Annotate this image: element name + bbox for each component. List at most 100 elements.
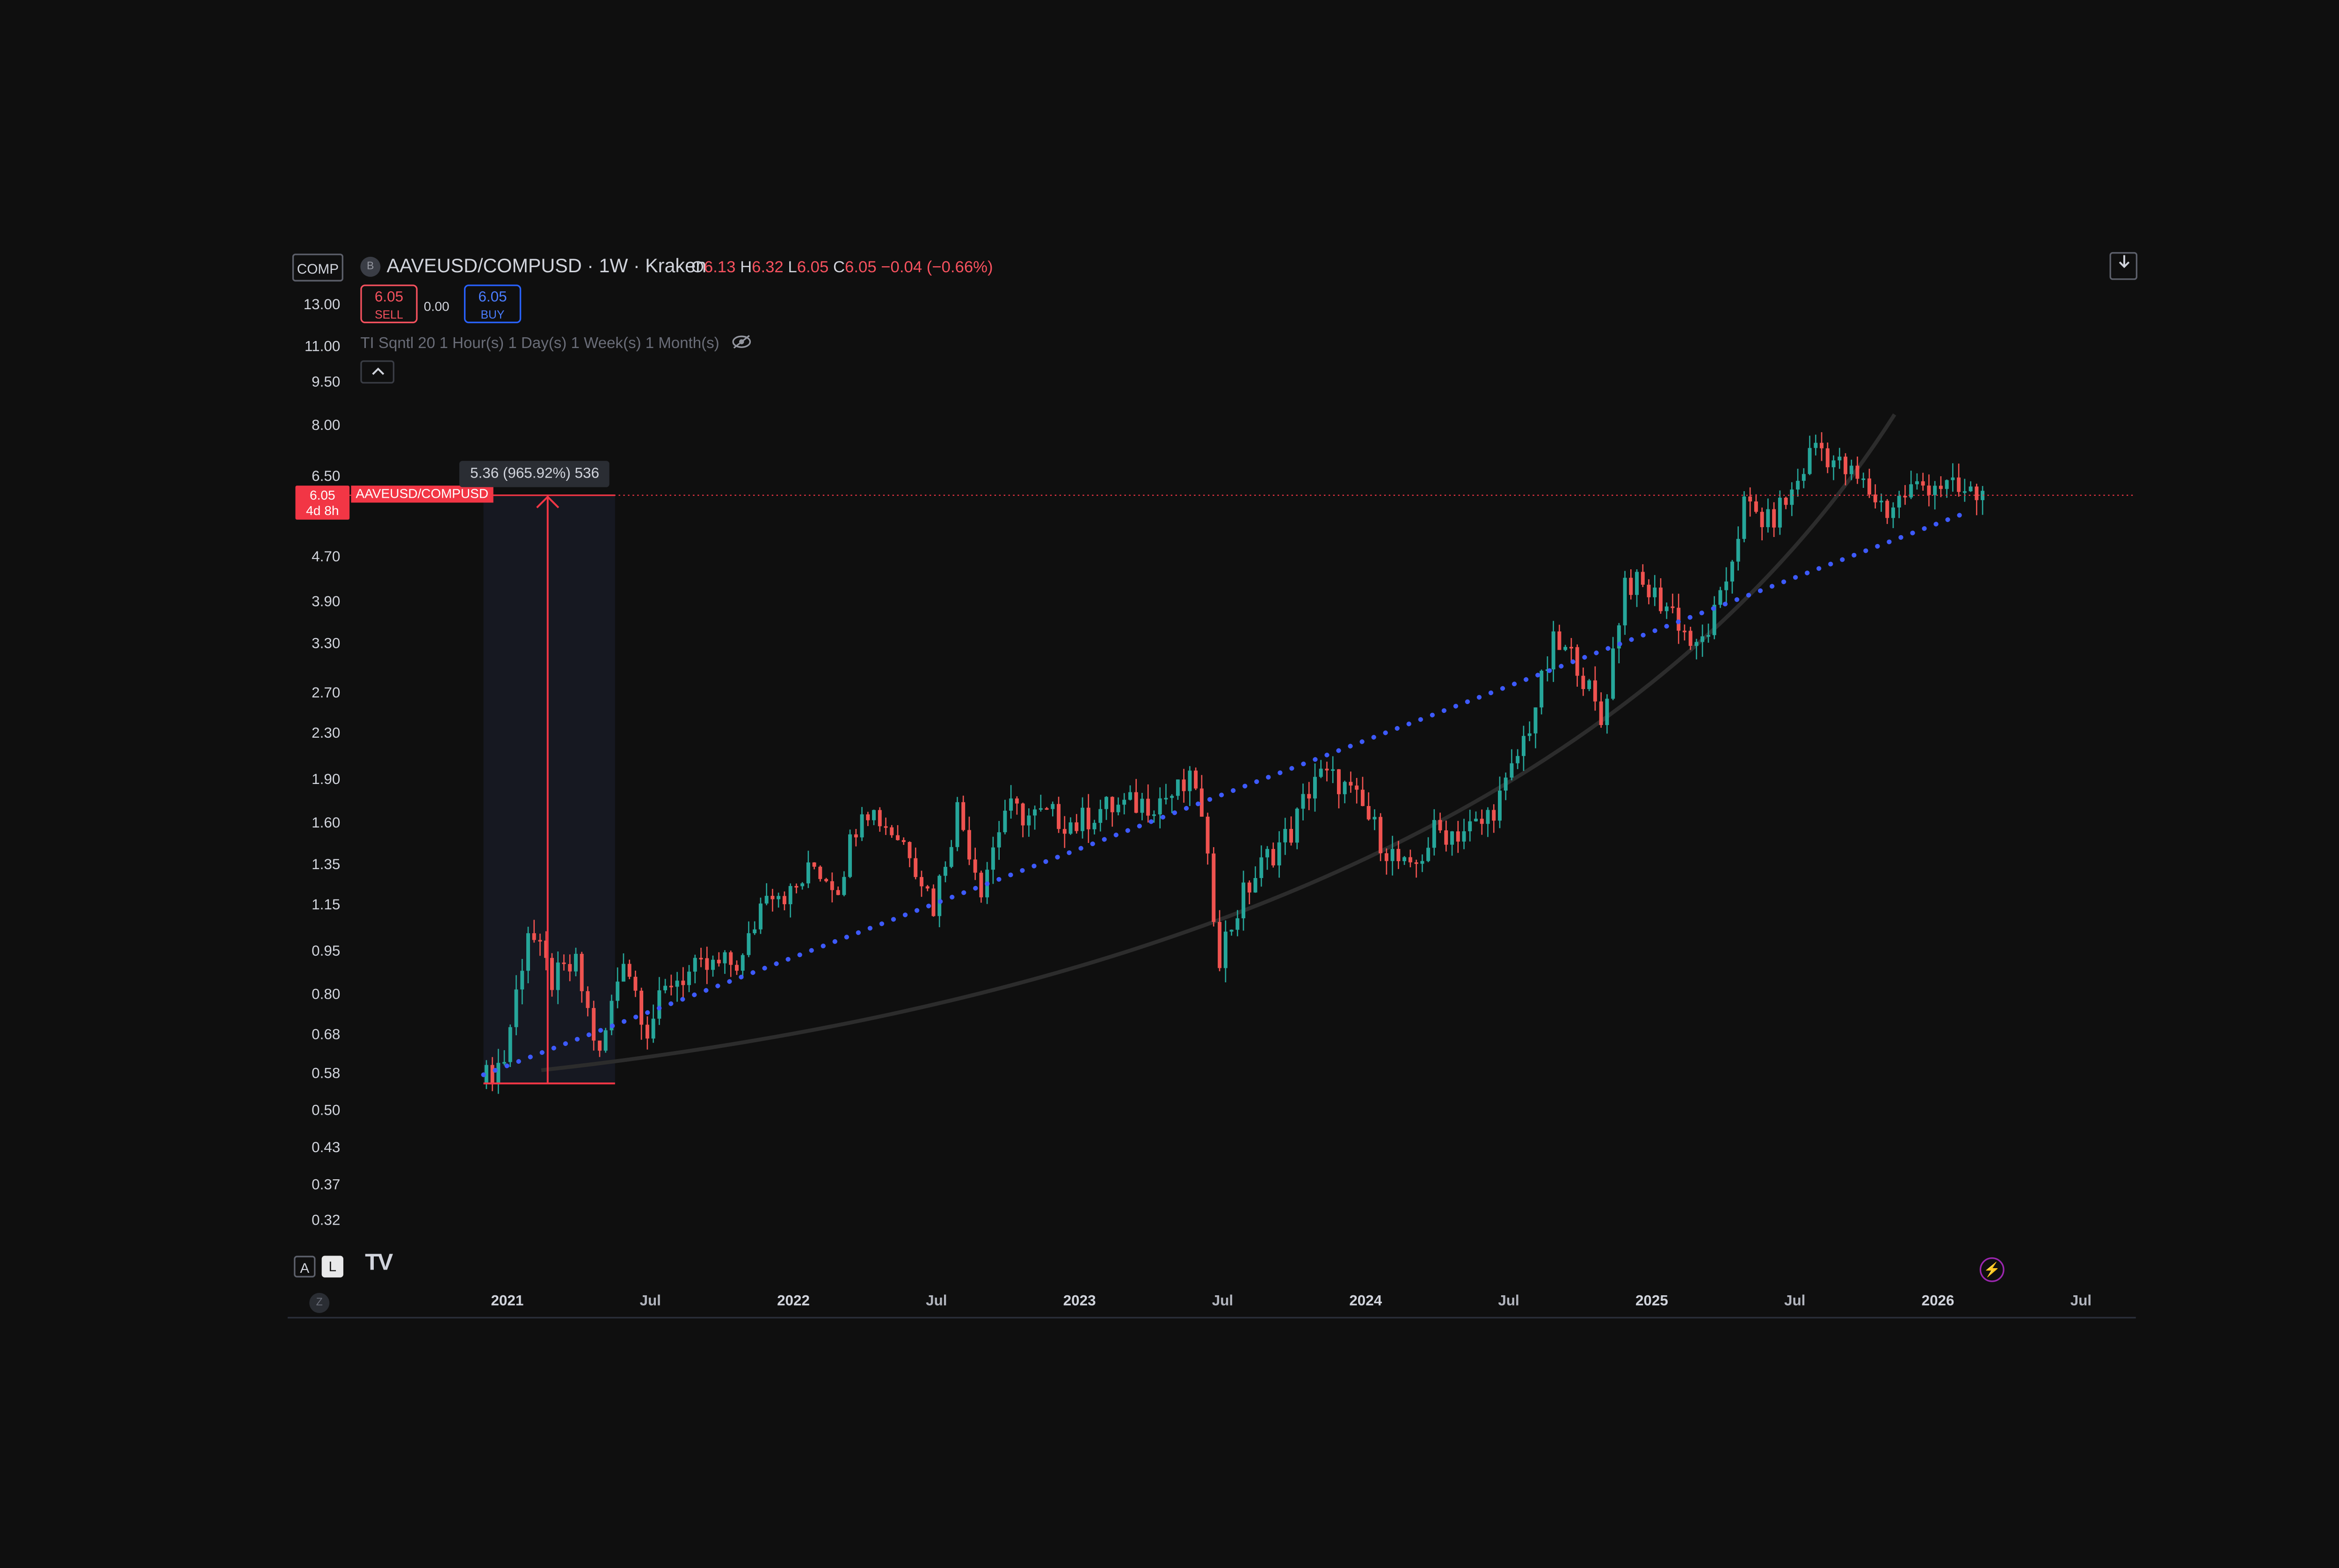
candle-body [1242,882,1246,919]
candle-body [764,896,769,904]
candle-body [1420,861,1424,864]
candle-body [1927,485,1931,495]
candle-body [1086,807,1090,829]
price-tick-label: 0.95 [312,944,341,961]
candle-body [1307,794,1311,799]
candle-body [1671,606,1675,608]
lightning-icon[interactable]: ⚡ [1979,1257,2005,1282]
candle-body [1140,799,1144,813]
candle-body [848,834,852,877]
candle-body [1760,512,1764,527]
timezone-button[interactable]: Z [309,1292,330,1313]
candle-body [705,958,709,970]
candle-body [758,903,763,929]
candle-body [1766,509,1770,527]
candle-body [1790,489,1794,505]
auto-scale-button[interactable]: A [294,1256,316,1278]
candle-body [1349,782,1353,786]
candle-body [1921,481,1925,486]
symbol-title[interactable]: AAVEUSD/COMPUSD · 1W · Kraken [386,255,707,277]
candle-body [550,958,554,990]
candle-body [1062,829,1067,834]
candle-body [955,802,959,847]
candle-body [1432,820,1436,848]
candle-body [1801,474,1806,481]
time-tick-label: 2023 [1063,1292,1096,1310]
candle-body [1355,785,1359,790]
candle-body [1247,882,1251,893]
candle-body [777,896,781,900]
price-tick-label: 0.43 [312,1139,341,1157]
candle-body [544,940,548,958]
candle-body [967,830,971,860]
candle-body [770,896,775,900]
candle-body [1700,636,1705,642]
candle-body [824,879,828,881]
close-label: C [833,258,845,277]
candle-body [1879,501,1883,502]
collapse-legend-button[interactable] [360,360,395,384]
candle-body [562,962,566,964]
sell-button[interactable]: 6.05 SELL [360,284,418,323]
candle-body [669,986,673,987]
candle-body [1587,680,1591,690]
candle-body [1253,878,1257,893]
candle-body [496,1063,501,1085]
candle-body [1796,480,1800,490]
candle-body [1516,756,1520,763]
candle-body [699,958,703,959]
candle-body [1635,572,1639,595]
candle-body [1128,792,1132,800]
candle-body [979,872,983,898]
candle-body [723,952,727,964]
candle-body [1825,448,1830,467]
candle-body [1951,477,1955,480]
measure-tooltip: 5.36 (965.92%) 536 [459,461,610,487]
tradingview-logo[interactable]: TV [365,1249,393,1276]
candle-body [1855,465,1860,479]
candle-body [639,990,644,1025]
download-button[interactable] [2109,252,2138,280]
spread-value: 0.00 [423,298,450,314]
indicator-legend[interactable]: TI Sqntl 20 1 Hour(s) 1 Day(s) 1 Week(s)… [360,334,751,353]
sell-label: SELL [375,307,403,322]
eye-hidden-icon[interactable] [731,334,751,349]
candle-body [1146,799,1150,816]
exchange-badge-icon: B [360,256,381,277]
candle-body [574,954,578,972]
candle-body [1897,495,1901,508]
candle-body [1373,817,1377,820]
high-value: 6.32 [752,258,784,277]
candle-body [1599,701,1603,726]
candle-body [1814,443,1818,448]
candle-body [616,981,620,1001]
candle-body [1259,857,1264,878]
candle-body [1962,491,1967,493]
candle-body [1164,798,1168,800]
compare-button[interactable]: COMP [292,254,343,282]
log-scale-button[interactable]: L [321,1256,343,1278]
candle-body [1688,631,1693,646]
time-tick-label: 2022 [777,1292,810,1310]
candle-body [1563,646,1568,650]
candle-body [711,959,715,970]
high-label: H [740,258,752,277]
time-tick-label: 2021 [491,1292,524,1310]
candle-body [1188,770,1192,791]
trendline [481,512,1964,1077]
candle-body [1283,829,1287,842]
candle-body [1033,809,1037,816]
candle-body [1885,501,1889,518]
candle-body [1462,831,1466,842]
candle-body [1891,507,1895,518]
candle-body [860,814,864,838]
buy-button[interactable]: 6.05 BUY [464,284,522,323]
candle-body [806,862,810,884]
price-tick-label: 0.58 [312,1065,341,1083]
candle-body [842,877,846,895]
ohlc-readout: O6.13 H6.32 L6.05 C6.05 −0.04 (−0.66%) [691,258,993,277]
candle-body [1456,831,1460,842]
candle-body [735,965,739,971]
